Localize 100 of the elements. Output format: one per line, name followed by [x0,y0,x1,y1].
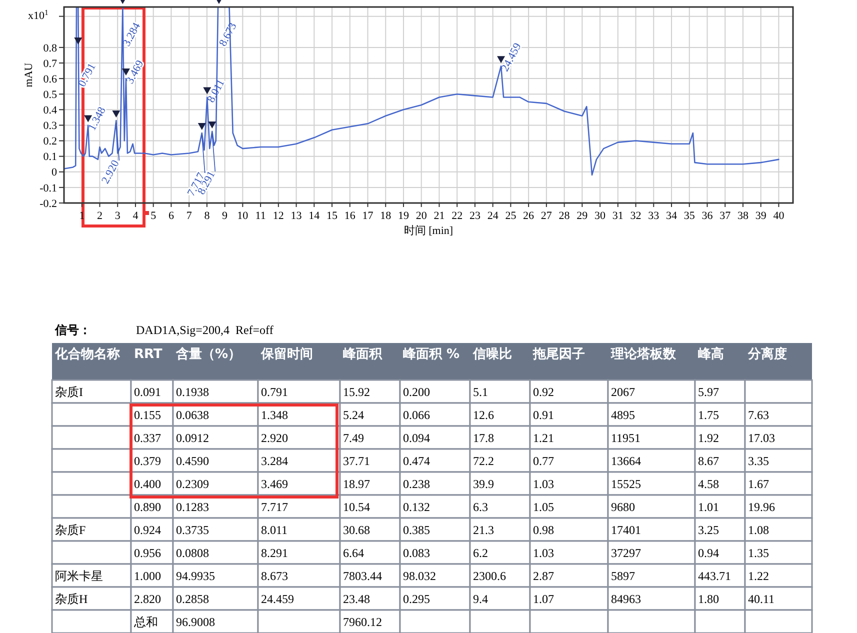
x-axis-title: 时间 [min] [404,224,454,237]
text: 9.4 [473,592,488,606]
text: 0.4590 [176,454,209,468]
text: 4895 [611,408,635,422]
y-tick-label: 0.3 [43,120,58,132]
x-tick-label: 37 [720,210,732,222]
text: 37297 [611,546,641,560]
category-label: 化合物名称 [54,346,121,362]
text: 21.3 [473,523,494,537]
category-label: 信噪比 [472,347,512,362]
x-tick-label: 21 [434,210,445,222]
y-tick-label: 0 [52,166,58,179]
text: 4.58 [698,477,719,491]
text: 1.01 [698,500,719,514]
x-tick-label: 2 [96,210,102,222]
x-tick-label: 36 [702,210,714,222]
text: 2.820 [134,592,161,606]
text: 0.92 [533,385,554,399]
text: 17401 [611,523,641,537]
text: 24.459 [261,592,294,606]
text: 39.9 [473,477,494,491]
x-tick-label: 38 [737,210,749,222]
text: 0.094 [403,431,430,445]
text: 0.924 [134,523,161,537]
text: 8.291 [261,546,288,560]
x-tick-label: 19 [398,210,410,222]
text: 15525 [611,477,641,491]
text: 9680 [611,500,635,514]
text: 3.469 [261,477,288,491]
category-label: 保留时间 [260,347,313,362]
x-tick-label: 20 [416,210,428,222]
text: 94.9935 [176,569,215,583]
text: 0.385 [403,523,430,537]
text: 19.96 [748,500,775,514]
x-tick-label: 9 [222,210,228,222]
text: DAD1A,Sig=200,4 Ref=off [136,323,274,337]
text: 0.3735 [176,523,209,537]
text: 0.474 [403,454,430,468]
x-tick-label: 7 [186,210,192,222]
x-tick-label: 8 [204,210,210,222]
x-tick-label: 26 [523,210,535,222]
category-label: 含量（%） [175,346,242,362]
text: 0.091 [134,385,161,399]
x-tick-label: 18 [380,210,392,222]
text: 0.91 [533,408,554,422]
text: 杂质H [55,592,88,606]
text: 443.71 [698,569,731,583]
text: 84963 [611,592,641,606]
text: 0.791 [261,385,288,399]
text: 1.07 [533,592,554,606]
text: 0.94 [698,546,719,560]
text: 0.379 [134,454,161,468]
annotation: 2.920 [100,158,122,186]
x-tick-label: 6 [168,210,174,222]
text: 8.673 [261,569,288,583]
y-tick-label: 0.2 [43,136,57,148]
x-tick-label: 16 [344,210,356,222]
category-label: 分离度 [747,346,787,362]
text: 0.2309 [176,477,209,491]
x-tick-label: 25 [505,210,517,222]
text: 0.98 [533,523,554,537]
text: 0.083 [403,546,430,560]
text: 96.9008 [176,615,215,629]
x-tick-label: 10 [237,210,249,222]
text: 1.08 [748,523,769,537]
text: 5.97 [698,385,719,399]
x-tick-label: 40 [773,210,785,222]
text: 7803.44 [343,569,382,583]
text: 5.24 [343,408,364,422]
category-label: 拖尾因子 [532,347,585,362]
text: 40.11 [748,592,775,606]
x-tick-label: 3 [114,210,121,222]
x-tick-label: 29 [576,210,588,222]
category-label: RRT [134,347,162,362]
x-tick-label: 5 [150,210,157,222]
text: 1.05 [533,500,554,514]
x-tick-label: 30 [594,210,606,222]
text: 7.717 [261,500,288,514]
text: 17.8 [473,431,494,445]
text: 7.63 [748,408,769,422]
text: 0.956 [134,546,161,560]
text: 0.890 [134,500,161,514]
y-tick-label: -0.1 [40,182,57,194]
text: 0.0638 [176,408,209,422]
x-tick-label: 39 [755,210,767,222]
text: 3.25 [698,523,719,537]
y-tick-label: -0.2 [40,198,57,210]
category-label: 理论塔板数 [610,347,677,362]
text: 72.2 [473,454,494,468]
text: 3.35 [748,454,769,468]
text: 杂质F [55,523,86,537]
y-tick-label: 0.6 [43,73,58,86]
text: 0.77 [533,454,554,468]
text: 12.6 [473,408,494,422]
text: 1.03 [533,546,554,560]
text: 8.67 [698,454,719,468]
x-tick-label: 17 [362,210,374,222]
annotation: 1.348 [86,104,109,133]
text: 0.0912 [176,431,209,445]
category-label: 峰面积 % [403,347,460,362]
